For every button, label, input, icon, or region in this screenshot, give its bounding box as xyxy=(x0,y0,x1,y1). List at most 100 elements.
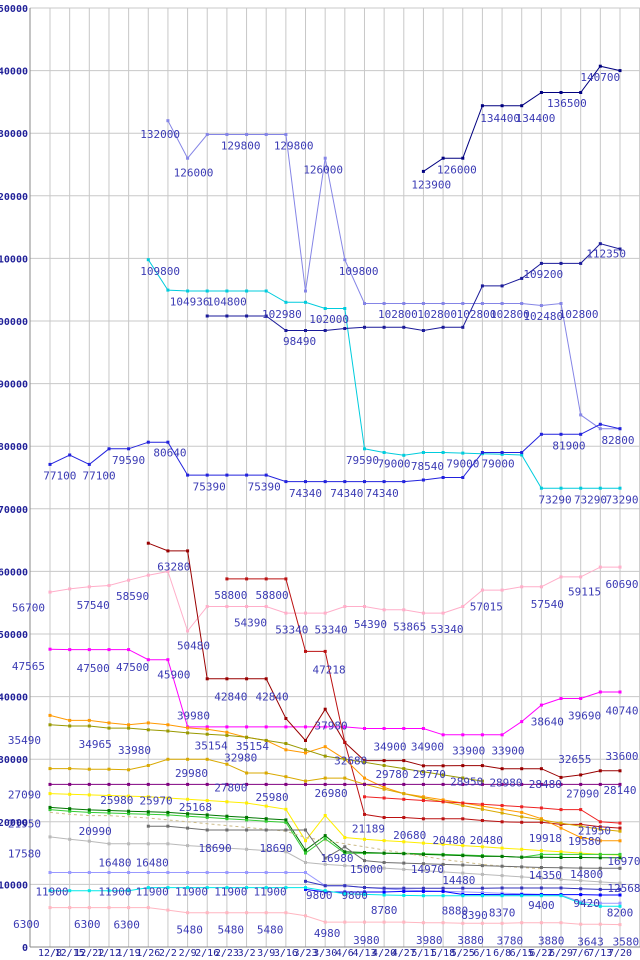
marker-shop-gray xyxy=(500,874,504,878)
marker-shop-pink xyxy=(186,629,190,633)
value-label: 8370 xyxy=(489,907,516,920)
value-label: 5480 xyxy=(176,924,203,937)
marker-shop-periwinkle xyxy=(598,427,602,431)
value-label: 126000 xyxy=(303,164,343,177)
value-label: 34900 xyxy=(373,741,406,754)
value-label: 126000 xyxy=(174,167,214,180)
marker-shop-pink2 xyxy=(363,920,366,924)
marker-shop-navy2 xyxy=(402,325,406,329)
marker-shop-maroon xyxy=(225,577,229,581)
marker-shop-navy3 xyxy=(559,886,563,890)
marker-shop-gold xyxy=(146,764,150,767)
marker-shop-navy2 xyxy=(284,329,288,332)
marker-shop-cyan-top xyxy=(284,300,288,304)
value-label: 102800 xyxy=(417,308,457,321)
marker-shop-darkgray xyxy=(402,861,406,865)
value-label: 15000 xyxy=(350,863,383,876)
marker-shop-magenta xyxy=(107,648,111,652)
marker-shop-lavender xyxy=(166,871,170,874)
marker-shop-darkred xyxy=(441,764,445,768)
x-tick-label: 3/2 xyxy=(238,948,256,959)
marker-shop-gold xyxy=(579,824,583,828)
series-line-shop-blue xyxy=(49,423,621,483)
value-label: 33600 xyxy=(605,750,638,763)
marker-shop-red xyxy=(382,796,386,800)
value-label: 9800 xyxy=(341,889,368,902)
marker-shop-pink2 xyxy=(205,911,209,915)
marker-shop-olive xyxy=(304,748,307,752)
marker-shop-yellow xyxy=(559,850,563,854)
marker-shop-lavender xyxy=(87,871,91,874)
marker-shop-gray xyxy=(166,842,170,846)
value-label: 9420 xyxy=(573,897,600,910)
marker-shop-navy3 xyxy=(598,887,602,891)
marker-shop-pink xyxy=(166,570,170,573)
x-tick-label: 5/18 xyxy=(431,948,455,959)
value-label: 132000 xyxy=(140,128,180,141)
marker-shop-cyan-top xyxy=(205,289,209,293)
marker-shop-periwinkle xyxy=(343,258,347,262)
marker-shop-darkgreen xyxy=(421,852,425,856)
marker-shop-cyan-top xyxy=(343,307,347,310)
marker-shop-blue xyxy=(48,462,52,466)
axes xyxy=(29,8,640,948)
marker-shop-blue xyxy=(205,473,209,477)
marker-shop-pink xyxy=(264,605,268,608)
x-tick-label: 2/23 xyxy=(215,948,239,959)
value-label: 26980 xyxy=(315,787,348,800)
marker-shop-cyan2 xyxy=(598,904,602,908)
value-label: 54390 xyxy=(354,618,387,631)
marker-shop-periwinkle xyxy=(304,289,307,293)
x-tick-label: 12/22 xyxy=(74,948,104,959)
x-tick-label: 6/22 xyxy=(529,948,553,959)
marker-shop-navy3 xyxy=(402,886,406,890)
marker-shop-purple xyxy=(441,782,445,786)
marker-shop-gold xyxy=(500,811,504,815)
marker-shop-pink2 xyxy=(127,906,131,910)
marker-shop-darkred xyxy=(363,759,366,763)
value-label: 79590 xyxy=(346,454,379,467)
marker-shop-cyan2 xyxy=(87,889,91,893)
x-tick-label: 6/15 xyxy=(510,948,534,959)
marker-shop-pink xyxy=(245,605,249,608)
marker-shop-gray xyxy=(382,866,386,870)
marker-shop-yellow xyxy=(107,794,111,797)
marker-shop-purple xyxy=(186,782,190,786)
value-label: 27800 xyxy=(214,781,247,794)
marker-shop-navy3 xyxy=(500,886,504,890)
marker-shop-orange xyxy=(68,718,72,722)
marker-shop-gray xyxy=(323,862,327,866)
marker-shop-gold xyxy=(402,792,406,796)
marker-shop-navy2 xyxy=(421,329,425,332)
marker-shop-gray xyxy=(480,872,484,876)
marker-shop-red xyxy=(500,804,504,807)
value-label: 16970 xyxy=(607,855,640,868)
marker-shop-pink2 xyxy=(166,908,170,912)
value-label: 6300 xyxy=(74,918,101,931)
marker-shop-magenta xyxy=(500,733,504,737)
marker-shop-gold xyxy=(48,767,52,771)
value-label: 12568 xyxy=(607,882,640,895)
marker-shop-gray xyxy=(284,850,288,854)
marker-shop-red xyxy=(441,800,445,804)
marker-shop-blue xyxy=(559,432,563,436)
value-label: 82800 xyxy=(601,434,634,447)
marker-shop-gray xyxy=(598,880,602,884)
value-label: 19580 xyxy=(568,835,601,848)
marker-shop-orange xyxy=(618,839,622,843)
marker-shop-navy-top xyxy=(421,169,425,173)
marker-shop-magenta xyxy=(245,725,249,729)
value-label: 6300 xyxy=(13,918,40,931)
value-label: 104936 xyxy=(170,296,210,309)
marker-shop-darkgray xyxy=(245,828,249,832)
marker-shop-red xyxy=(618,821,622,825)
marker-shop-green xyxy=(304,851,307,855)
marker-shop-yellow xyxy=(421,841,425,845)
value-label: 9800 xyxy=(306,889,333,902)
marker-shop-cyan2 xyxy=(539,894,543,898)
x-tick-label: 6/1 xyxy=(473,948,491,959)
series-line-shop-darkgreen xyxy=(49,806,620,859)
marker-shop-periwinkle xyxy=(245,133,249,136)
marker-shop-olive xyxy=(48,723,52,727)
marker-shop-pink2 xyxy=(598,922,602,926)
